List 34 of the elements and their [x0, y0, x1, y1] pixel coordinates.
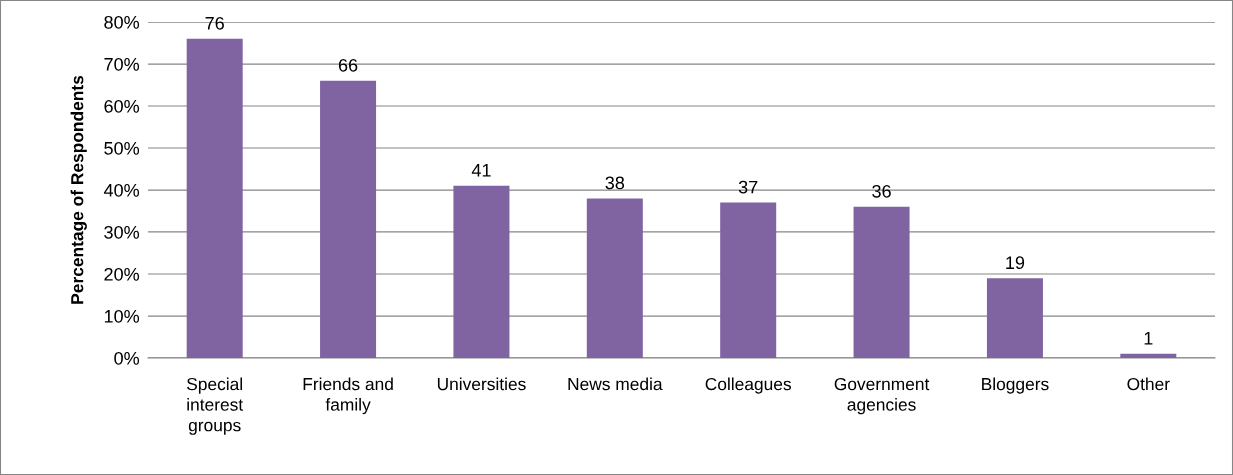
bar — [320, 80, 377, 358]
y-tick-label: 0% — [114, 351, 140, 365]
data-label: 38 — [605, 176, 625, 190]
bar — [453, 185, 510, 358]
y-tick-label: 50% — [104, 141, 140, 155]
bar — [1120, 353, 1177, 358]
data-label: 66 — [338, 58, 358, 72]
data-label: 37 — [738, 180, 758, 194]
data-label: 19 — [1006, 256, 1025, 270]
x-tick-label: Universities — [437, 377, 526, 391]
y-tick-label: 40% — [103, 183, 140, 197]
bar — [853, 206, 910, 358]
x-tick-label: News media — [568, 377, 663, 391]
y-tick-label: 10% — [104, 309, 140, 323]
x-tick-label: Friends and family — [303, 377, 393, 415]
data-label: 1 — [1144, 332, 1153, 345]
x-tick-label: Other — [1127, 377, 1170, 391]
data-label: 76 — [205, 16, 224, 30]
x-tick-label: Bloggers — [982, 377, 1049, 394]
x-tick-label: Special interest groups — [187, 377, 244, 435]
x-tick-label: Government agencies — [834, 377, 930, 415]
y-tick-label: 20% — [104, 267, 140, 281]
y-axis-title: Percentage of Respondents — [70, 75, 87, 304]
y-tick-label: 80% — [104, 15, 140, 29]
y-tick-label: 60% — [104, 99, 140, 113]
y-tick-label: 30% — [104, 225, 140, 239]
bar — [986, 278, 1043, 358]
data-label: 41 — [471, 164, 491, 177]
data-label: 36 — [872, 184, 891, 198]
y-tick-label: 70% — [104, 57, 140, 71]
bar — [186, 38, 243, 358]
bar — [586, 198, 643, 358]
bar — [720, 202, 777, 358]
x-tick-label: Colleagues — [705, 377, 791, 394]
